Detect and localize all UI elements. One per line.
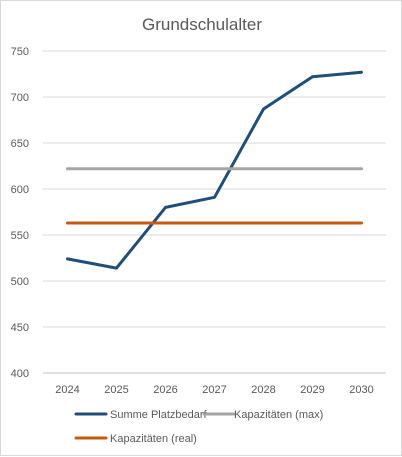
x-tick-label-2030: 2030 [349,384,373,396]
x-tick-label-2029: 2029 [300,384,324,396]
x-tick-label-2025: 2025 [104,384,128,396]
y-axis-ticks: 400 450 500 550 600 650 700 750 [11,46,29,380]
series-line-summe-platzbedarf [66,70,363,270]
y-tick-label-700: 700 [11,92,29,104]
legend-label-kapazitaeten-max: Kapazitäten (max) [234,409,323,421]
x-tick-label-2026: 2026 [153,384,177,396]
x-tick-label-2028: 2028 [251,384,275,396]
y-tick-label-650: 650 [11,138,29,150]
legend-item-kapazitaeten-real: Kapazitäten (real) [74,433,197,445]
chart-title: Grundschulalter [142,15,262,34]
y-tick-label-400: 400 [11,368,29,380]
legend-label-kapazitaeten-real: Kapazitäten (real) [110,433,197,445]
legend-item-summe-platzbedarf: Summe Platzbedarf [74,409,208,421]
y-tick-label-450: 450 [11,322,29,334]
y-tick-label-600: 600 [11,184,29,196]
x-axis-ticks: 2024 2025 2026 2027 2028 2029 2030 [55,384,373,396]
legend: Summe Platzbedarf Kapazitäten (max) Kapa… [74,409,323,445]
series-lines [66,70,363,270]
gridlines [43,50,386,374]
y-tick-label-500: 500 [11,276,29,288]
legend-label-summe-platzbedarf: Summe Platzbedarf [110,409,208,421]
y-tick-label-750: 750 [11,46,29,58]
legend-item-kapazitaeten-max: Kapazitäten (max) [202,409,323,421]
y-tick-label-550: 550 [11,230,29,242]
x-tick-label-2024: 2024 [55,384,79,396]
x-tick-label-2027: 2027 [202,384,226,396]
